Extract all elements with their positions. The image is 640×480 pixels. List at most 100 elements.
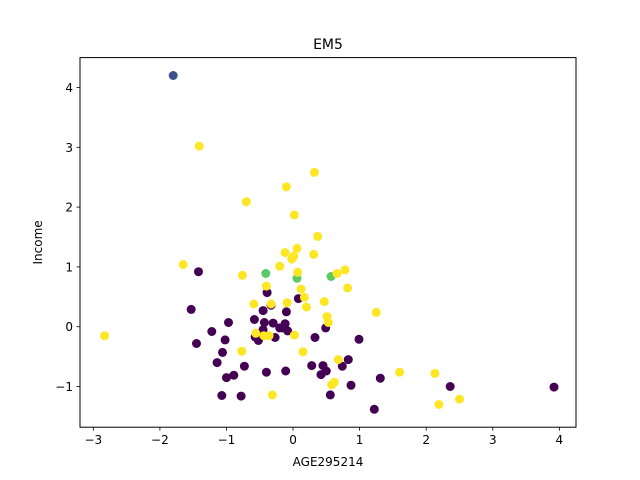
y-tick-label: 4 <box>65 81 73 95</box>
data-point <box>323 318 333 327</box>
data-point <box>194 267 203 277</box>
plot-frame <box>79 57 577 428</box>
data-point <box>375 373 385 383</box>
x-tick-label: 2 <box>422 433 430 447</box>
data-point <box>280 319 290 329</box>
data-point <box>280 248 290 258</box>
data-point <box>310 333 320 342</box>
y-tick-label: 1 <box>65 260 73 274</box>
data-point <box>309 167 319 177</box>
data-point <box>259 318 269 327</box>
x-tick-label: 4 <box>556 433 564 447</box>
data-point <box>321 366 331 376</box>
data-point <box>239 361 249 371</box>
data-point <box>100 331 110 341</box>
x-tick-label: 3 <box>489 433 497 447</box>
data-point <box>340 265 350 275</box>
data-point <box>283 326 293 336</box>
data-point <box>261 281 271 291</box>
data-point <box>212 358 222 368</box>
data-point <box>178 260 188 269</box>
data-point <box>327 380 337 390</box>
data-point <box>220 335 230 345</box>
x-tick-label: −2 <box>151 433 169 447</box>
data-point <box>299 292 309 302</box>
data-point <box>249 299 259 309</box>
data-point <box>266 299 276 309</box>
data-point <box>237 346 247 356</box>
data-point <box>309 249 319 259</box>
data-point <box>186 304 196 314</box>
data-point <box>261 269 271 278</box>
data-point <box>222 373 231 383</box>
data-point <box>371 307 381 317</box>
data-point <box>236 391 246 401</box>
data-point <box>267 390 277 400</box>
x-tick-label: 0 <box>289 433 297 447</box>
x-axis-label: AGE295214 <box>293 455 364 469</box>
data-point <box>395 367 405 377</box>
chart-title: EM5 <box>313 37 343 53</box>
x-tick-label: −1 <box>218 433 236 447</box>
x-axis: −3 −2 −1 0 1 2 3 4 <box>84 427 563 447</box>
data-point <box>293 267 303 277</box>
data-point <box>261 367 271 377</box>
data-point <box>289 330 299 340</box>
data-point <box>333 355 343 365</box>
data-point <box>281 182 291 192</box>
data-point <box>281 307 291 317</box>
data-point <box>292 243 302 253</box>
data-point <box>307 361 317 371</box>
data-point <box>369 404 379 414</box>
data-point <box>298 347 308 357</box>
data-point <box>343 283 353 293</box>
y-tick-label: −1 <box>55 380 73 394</box>
x-tick-label: 1 <box>356 433 364 447</box>
data-point <box>434 400 444 409</box>
data-point <box>325 390 335 400</box>
y-tick-label: 3 <box>65 141 73 155</box>
data-point <box>224 318 233 327</box>
data-point <box>343 355 353 365</box>
data-point <box>282 298 292 308</box>
data-point <box>217 391 227 400</box>
data-point <box>275 261 285 271</box>
x-tick-label: −3 <box>84 433 102 447</box>
data-point <box>192 339 201 348</box>
data-point <box>194 141 204 151</box>
data-point <box>296 284 306 294</box>
data-point <box>354 334 364 344</box>
data-point <box>229 370 239 380</box>
data-point <box>241 197 251 207</box>
points-layer <box>100 71 559 414</box>
data-point <box>337 361 347 371</box>
data-point <box>207 327 217 336</box>
data-point <box>264 331 274 341</box>
data-point <box>332 269 342 278</box>
data-point <box>319 297 329 307</box>
data-point <box>289 251 299 261</box>
data-point <box>281 366 291 376</box>
y-axis: −1 0 1 2 3 4 <box>55 81 80 394</box>
data-point <box>251 328 261 338</box>
data-point <box>249 315 259 324</box>
data-point <box>237 270 247 280</box>
y-tick-label: 0 <box>65 320 73 334</box>
data-point <box>262 288 272 298</box>
data-point <box>168 71 178 80</box>
data-point <box>430 368 440 378</box>
y-tick-label: 2 <box>65 201 73 215</box>
data-point <box>346 380 356 390</box>
data-point <box>549 382 559 392</box>
data-point <box>289 210 299 220</box>
data-point <box>445 382 455 391</box>
data-point <box>455 394 464 404</box>
data-point <box>313 231 323 241</box>
data-point <box>301 302 311 312</box>
data-point <box>268 318 278 328</box>
data-point <box>258 306 268 316</box>
data-point <box>218 347 227 357</box>
y-axis-label: Income <box>31 220 45 264</box>
